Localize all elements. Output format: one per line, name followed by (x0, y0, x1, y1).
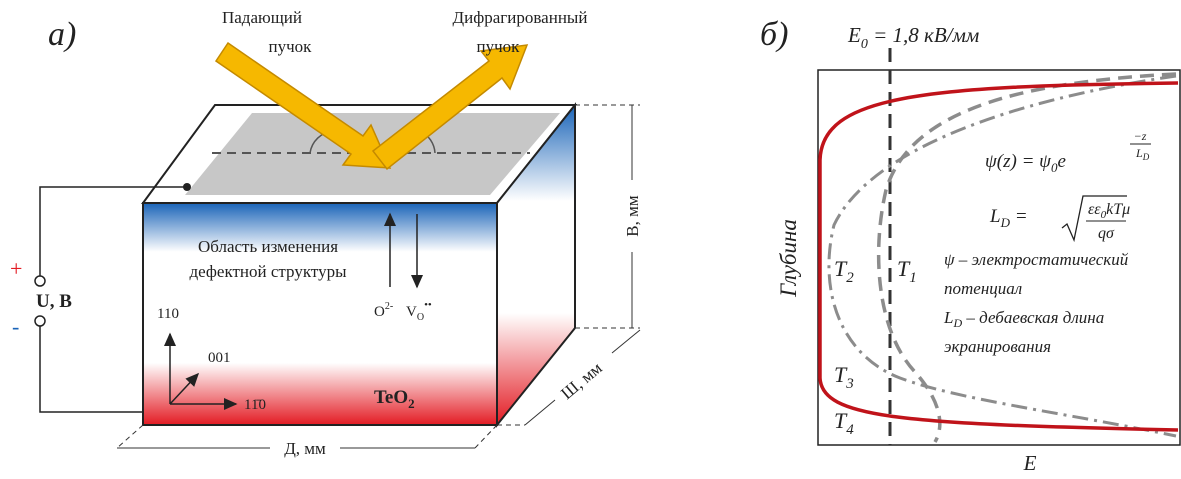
exponent-denominator: LD (1135, 146, 1150, 162)
temperature-sub: 3 (845, 376, 854, 392)
terminal (35, 276, 45, 286)
dimension-line (525, 400, 555, 425)
dimension-label: Д, мм (284, 439, 326, 458)
temperature-sub: 2 (846, 270, 854, 286)
region-label: дефектной структуры (190, 262, 348, 281)
temperature-sub: 1 (909, 270, 917, 286)
panel-label: а) (48, 16, 76, 53)
ion-charge: 2- (385, 301, 393, 312)
dimension-line (475, 425, 497, 448)
formula-part: L (989, 206, 1001, 227)
beam-label: пучок (477, 37, 521, 56)
temperature-label: T1 (897, 256, 917, 286)
dimension-line (612, 330, 640, 353)
dimension-line (117, 425, 143, 448)
description: LD – дебаевская длина (943, 308, 1104, 330)
beam-label: Дифрагированный (453, 8, 588, 27)
field-base: E (847, 23, 861, 47)
ion-base: O (374, 304, 385, 320)
formula-part: e (1057, 151, 1065, 172)
axis-label: 001 (208, 350, 231, 366)
axis-label: 11̄0 (244, 397, 266, 413)
field-sub: 0 (861, 37, 868, 52)
description-sub: D (952, 316, 962, 330)
formula-part: kTμ (1106, 201, 1130, 218)
region-label: Область изменения (198, 237, 338, 256)
beam-label: Падающий (222, 8, 302, 27)
minus-sign: - (12, 314, 19, 339)
description: ψ – электростатический (944, 250, 1129, 269)
vacancy-sub: O (417, 312, 424, 323)
field-label: E0 = 1,8 кВ/мм (847, 23, 979, 52)
exponent-numerator: −z (1134, 129, 1147, 143)
psi-formula: ψ(z) = ψ0e (985, 151, 1066, 175)
dimension-label: Ш, мм (557, 358, 606, 403)
beam-label: пучок (269, 37, 313, 56)
dimension-label: В, мм (623, 195, 642, 237)
y-axis-label: Глубина (776, 219, 801, 298)
formula-sub: D (1142, 152, 1150, 162)
debye-numerator: εε0kTμ (1088, 201, 1130, 221)
crystal-sub: 2 (408, 396, 415, 411)
vacancy-base: V (406, 304, 417, 320)
voltage-label: U, В (36, 291, 72, 312)
formula-sub: D (1000, 215, 1011, 230)
wire (40, 326, 143, 412)
temperature-label: T2 (834, 256, 854, 286)
crystal-base: TeO (374, 387, 408, 408)
description-base: L (943, 308, 953, 327)
formula-part: = (1016, 206, 1027, 227)
debye-formula: LD = (989, 206, 1027, 230)
terminal (35, 316, 45, 326)
figure: а) Падающий пучок Дифрагированный пучок … (0, 0, 1181, 479)
temperature-label: T3 (834, 362, 854, 392)
temperature-label: T4 (834, 408, 854, 438)
x-axis-label: E (1023, 451, 1037, 475)
field-rest: = 1,8 кВ/мм (868, 23, 979, 47)
debye-denominator: qσ (1098, 225, 1115, 242)
description-rest: – дебаевская длина (962, 308, 1104, 327)
formula-part: εε (1088, 201, 1101, 218)
formula-part: ψ(z) = ψ (985, 151, 1052, 172)
axis-label: 110 (157, 306, 179, 322)
panel-label: б) (760, 16, 788, 53)
temperature-sub: 4 (846, 422, 854, 438)
description: экранирования (944, 337, 1051, 356)
vacancy-charge: •• (424, 299, 432, 311)
description: потенциал (944, 279, 1022, 298)
plus-sign: + (10, 256, 22, 281)
